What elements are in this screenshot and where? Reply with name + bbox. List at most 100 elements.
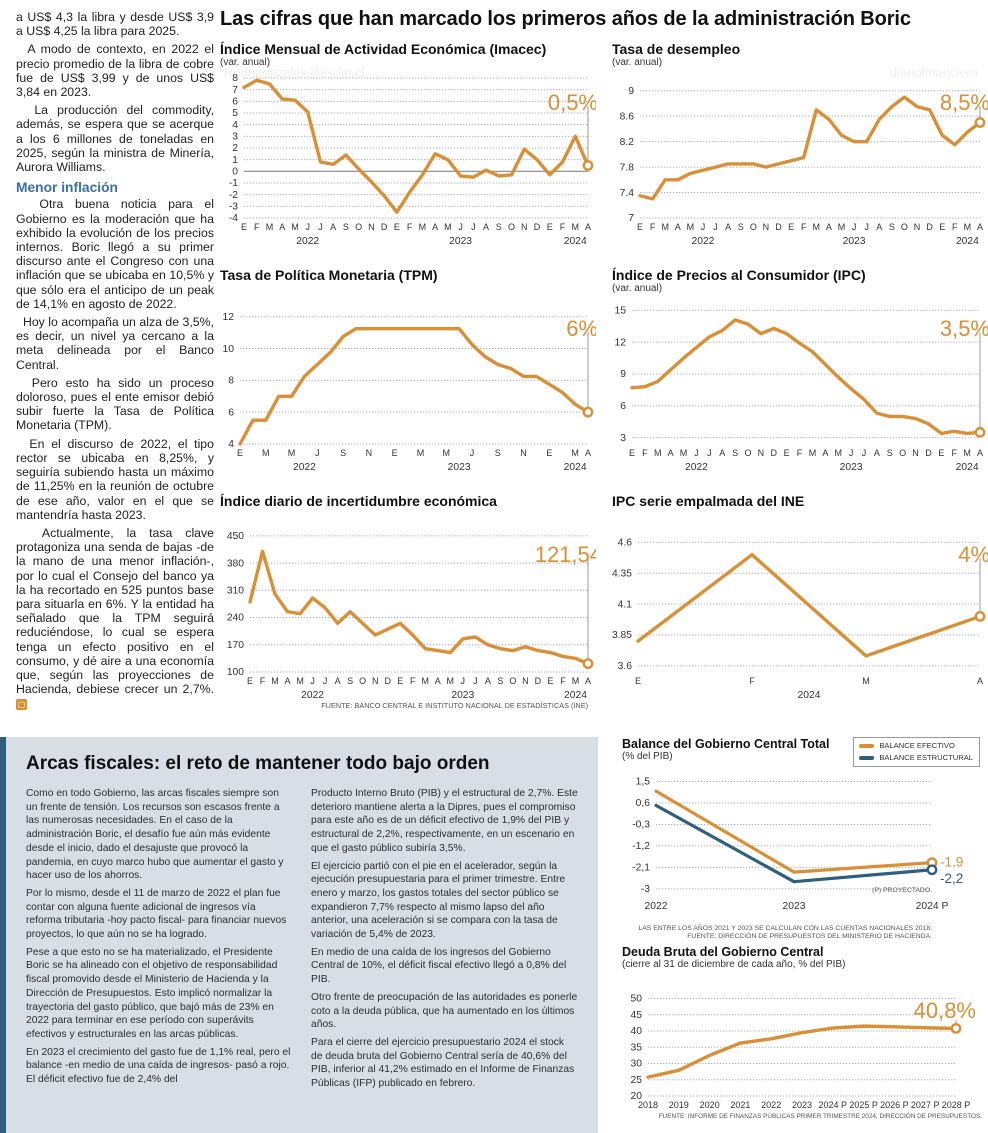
svg-text:O: O	[355, 222, 362, 232]
svg-text:2023: 2023	[449, 236, 472, 247]
svg-text:2020: 2020	[700, 1100, 720, 1110]
svg-text:A: A	[483, 222, 489, 232]
svg-text:E: E	[237, 448, 243, 458]
svg-text:7.4: 7.4	[620, 188, 635, 199]
svg-text:A: A	[330, 222, 336, 232]
svg-text:-3: -3	[641, 884, 650, 895]
svg-text:M: M	[417, 448, 425, 458]
svg-text:4.6: 4.6	[618, 538, 633, 549]
svg-text:A: A	[335, 676, 341, 686]
svg-text:LAS ENTRE LOS AÑOS 2021 Y 2023: LAS ENTRE LOS AÑOS 2021 Y 2023 SE CALCUL…	[638, 923, 932, 932]
svg-text:2028 P: 2028 P	[942, 1100, 971, 1110]
svg-text:4.1: 4.1	[618, 599, 633, 610]
svg-text:S: S	[496, 222, 502, 232]
svg-text:M: M	[422, 676, 430, 686]
svg-text:S: S	[340, 448, 346, 458]
svg-text:2024 P: 2024 P	[916, 901, 949, 912]
svg-text:M: M	[572, 676, 580, 686]
svg-text:D: D	[775, 222, 782, 232]
svg-text:A: A	[435, 676, 441, 686]
svg-text:4.35: 4.35	[612, 568, 632, 579]
svg-text:S: S	[887, 448, 893, 458]
svg-text:M: M	[680, 448, 688, 458]
svg-text:A: A	[279, 222, 285, 232]
svg-text:121,54: 121,54	[535, 542, 596, 567]
svg-text:D: D	[384, 676, 391, 686]
svg-text:E: E	[938, 448, 944, 458]
svg-text:E: E	[247, 676, 253, 686]
svg-text:8.6: 8.6	[620, 111, 635, 122]
svg-text:F: F	[749, 676, 755, 686]
svg-text:O: O	[899, 448, 906, 458]
svg-text:7: 7	[628, 213, 634, 224]
svg-text:A: A	[822, 448, 828, 458]
svg-text:2025 P: 2025 P	[849, 1100, 878, 1110]
svg-text:2022: 2022	[761, 1100, 781, 1110]
svg-text:4%: 4%	[958, 542, 988, 567]
svg-text:3: 3	[232, 132, 238, 143]
svg-text:2027 P: 2027 P	[911, 1100, 940, 1110]
svg-text:O: O	[508, 222, 515, 232]
svg-text:-4: -4	[229, 213, 238, 224]
svg-text:2022: 2022	[301, 690, 324, 701]
svg-text:E: E	[637, 222, 643, 232]
svg-text:M: M	[442, 448, 450, 458]
svg-text:-1,2: -1,2	[632, 841, 650, 852]
svg-text:2023: 2023	[843, 236, 866, 247]
svg-text:0,5%: 0,5%	[548, 90, 596, 115]
svg-text:M: M	[271, 676, 279, 686]
svg-text:J: J	[694, 448, 699, 458]
svg-text:F: F	[254, 222, 260, 232]
svg-text:40,8%: 40,8%	[914, 998, 976, 1023]
svg-text:-2: -2	[229, 190, 238, 201]
svg-text:M: M	[291, 222, 299, 232]
svg-text:S: S	[497, 676, 503, 686]
svg-text:F: F	[951, 448, 957, 458]
svg-text:M: M	[447, 676, 455, 686]
svg-text:A: A	[876, 222, 882, 232]
svg-text:30: 30	[631, 1059, 643, 1070]
svg-text:F: F	[407, 222, 413, 232]
svg-text:N: N	[914, 222, 921, 232]
svg-text:A: A	[977, 448, 983, 458]
svg-text:N: N	[912, 448, 919, 458]
svg-text:A: A	[585, 222, 591, 232]
svg-text:-1: -1	[229, 178, 238, 189]
svg-text:M: M	[572, 222, 580, 232]
svg-text:J: J	[707, 448, 712, 458]
svg-text:15: 15	[615, 306, 627, 317]
svg-text:45: 45	[631, 1010, 643, 1021]
svg-text:2022: 2022	[645, 901, 668, 912]
svg-text:2023: 2023	[792, 1100, 812, 1110]
svg-text:F: F	[560, 676, 566, 686]
svg-text:1,5: 1,5	[636, 777, 651, 788]
svg-text:M: M	[687, 222, 695, 232]
svg-text:J: J	[315, 448, 320, 458]
svg-text:N: N	[368, 222, 375, 232]
svg-text:M: M	[813, 222, 821, 232]
svg-text:F: F	[650, 222, 656, 232]
svg-text:E: E	[784, 448, 790, 458]
svg-text:E: E	[547, 676, 553, 686]
svg-text:A: A	[285, 676, 291, 686]
svg-text:O: O	[509, 676, 516, 686]
svg-text:E: E	[546, 448, 552, 458]
svg-text:F: F	[410, 676, 416, 686]
svg-text:2024 P: 2024 P	[819, 1100, 848, 1110]
svg-text:O: O	[901, 222, 908, 232]
svg-text:F: F	[952, 222, 958, 232]
svg-text:9: 9	[620, 369, 626, 380]
svg-text:E: E	[394, 222, 400, 232]
svg-text:2023: 2023	[783, 901, 806, 912]
svg-text:310: 310	[227, 586, 244, 597]
svg-text:1: 1	[232, 155, 238, 166]
svg-text:7.8: 7.8	[620, 162, 635, 173]
svg-text:O: O	[744, 448, 751, 458]
svg-text:FUENTE: INFORME DE FINANZAS PÚ: FUENTE: INFORME DE FINANZAS PÚBLICAS PRI…	[659, 1111, 982, 1120]
svg-text:M: M	[296, 676, 304, 686]
svg-text:M: M	[444, 222, 452, 232]
svg-text:A: A	[675, 222, 681, 232]
svg-text:S: S	[347, 676, 353, 686]
svg-text:M: M	[963, 448, 971, 458]
svg-text:2022: 2022	[296, 236, 319, 247]
